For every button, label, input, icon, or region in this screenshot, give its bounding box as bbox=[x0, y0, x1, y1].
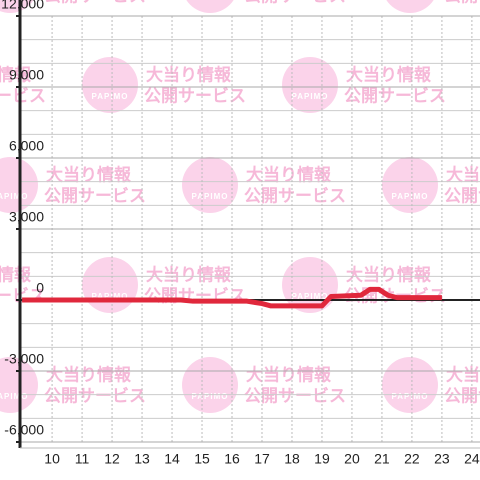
watermark-text: 公開サービス bbox=[244, 0, 346, 5]
watermark-text: 公開サービス bbox=[44, 386, 146, 405]
watermark-text: 大当り情報 bbox=[146, 64, 232, 84]
watermark-circle bbox=[182, 157, 238, 213]
x-tick-label: 14 bbox=[164, 451, 180, 467]
watermark-text: 大当り情報 bbox=[146, 264, 232, 284]
watermark-text: 大当り情報 bbox=[346, 64, 432, 84]
x-tick-label: 24 bbox=[464, 451, 480, 467]
watermark-text: 大当り情報 bbox=[46, 164, 132, 184]
x-tick-label: 12 bbox=[104, 451, 120, 467]
x-tick-label: 23 bbox=[434, 451, 450, 467]
watermark-text: 大当り情報 bbox=[0, 64, 32, 84]
watermark-text: 公開サービス bbox=[144, 86, 246, 105]
watermark-text: 公開サービス bbox=[344, 86, 446, 105]
y-tick-label: 12,000 bbox=[1, 0, 44, 12]
watermark-circle bbox=[82, 257, 138, 313]
watermark-text: 公開サービス bbox=[44, 186, 146, 205]
watermark-circle bbox=[382, 357, 438, 413]
watermark-logo: PAPIMO bbox=[392, 392, 429, 401]
watermark-text: 公開サービス bbox=[0, 86, 46, 105]
watermark-text: 大当り情報 bbox=[446, 364, 480, 384]
data-line bbox=[22, 286, 442, 309]
watermark-text: 公開サービス bbox=[444, 386, 480, 405]
y-tick-label: 3,000 bbox=[9, 209, 44, 225]
watermark-logo: PAPIMO bbox=[192, 192, 229, 201]
x-tick-label: 16 bbox=[224, 451, 240, 467]
x-tick-label: 19 bbox=[314, 451, 330, 467]
watermark-text: 大当り情報 bbox=[0, 264, 32, 284]
x-tick-label: 13 bbox=[134, 451, 150, 467]
watermark-text: 公開サービス bbox=[444, 186, 480, 205]
x-tick-label: 10 bbox=[44, 451, 60, 467]
x-tick-label: 20 bbox=[344, 451, 360, 467]
watermark-text: 公開サービス bbox=[244, 386, 346, 405]
watermark-text: 大当り情報 bbox=[246, 164, 332, 184]
y-tick-label: 9,000 bbox=[9, 67, 44, 83]
watermark-logo: PAPIMO bbox=[192, 392, 229, 401]
watermark-logo: PAPIMO bbox=[0, 192, 28, 201]
watermark-text: 公開サービス bbox=[44, 0, 146, 5]
x-tick-label: 15 bbox=[194, 451, 210, 467]
watermark-text: 大当り情報 bbox=[246, 364, 332, 384]
watermark-logo: PAPIMO bbox=[92, 92, 129, 101]
watermark-text: 公開サービス bbox=[444, 0, 480, 5]
watermark-logo: PAPIMO bbox=[0, 392, 28, 401]
watermark-logo: PAPIMO bbox=[0, 0, 28, 1]
watermark-circle bbox=[382, 157, 438, 213]
watermark-circle bbox=[0, 0, 34, 13]
y-tick-label: -3,000 bbox=[4, 351, 44, 367]
x-tick-label: 21 bbox=[374, 451, 390, 467]
watermark-text: 大当り情報 bbox=[46, 364, 132, 384]
watermark-circle bbox=[182, 357, 238, 413]
x-tick-label: 11 bbox=[75, 451, 90, 467]
watermark-logo: PAPIMO bbox=[192, 0, 229, 1]
watermark-logo: PAPIMO bbox=[92, 292, 129, 301]
watermark-circle bbox=[282, 57, 338, 113]
y-tick-label: 0 bbox=[36, 280, 44, 296]
y-tick-label: 6,000 bbox=[9, 138, 44, 154]
watermark-text: 公開サービス bbox=[244, 186, 346, 205]
watermark-logo: PAPIMO bbox=[392, 192, 429, 201]
watermark-text: 大当り情報 bbox=[346, 264, 432, 284]
x-tick-label: 18 bbox=[284, 451, 300, 467]
watermark-logo: PAPIMO bbox=[392, 0, 429, 1]
watermark-logo: PAPIMO bbox=[292, 92, 329, 101]
watermark-logo: PAPIMO bbox=[292, 292, 329, 301]
watermark-circle bbox=[82, 57, 138, 113]
watermark-circle bbox=[386, 0, 434, 13]
x-tick-label: 22 bbox=[404, 451, 420, 467]
watermark-circle bbox=[186, 0, 234, 13]
x-tick-label: 17 bbox=[254, 451, 270, 467]
y-tick-label: -6,000 bbox=[4, 422, 44, 438]
